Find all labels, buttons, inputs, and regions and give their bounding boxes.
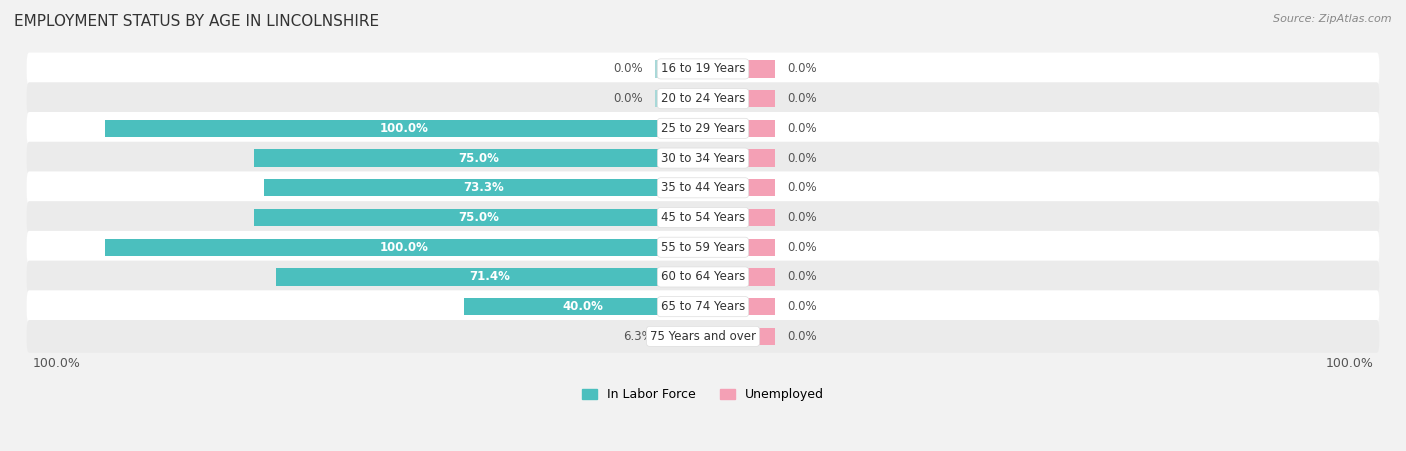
FancyBboxPatch shape — [27, 201, 1379, 234]
Text: 75 Years and over: 75 Years and over — [650, 330, 756, 343]
Text: 73.3%: 73.3% — [464, 181, 505, 194]
Text: 0.0%: 0.0% — [613, 62, 643, 75]
Text: 16 to 19 Years: 16 to 19 Years — [661, 62, 745, 75]
FancyBboxPatch shape — [27, 82, 1379, 115]
Bar — [464, 298, 703, 315]
Bar — [276, 268, 703, 285]
Text: 40.0%: 40.0% — [562, 300, 603, 313]
FancyBboxPatch shape — [27, 261, 1379, 293]
Text: 45 to 54 Years: 45 to 54 Years — [661, 211, 745, 224]
Text: 0.0%: 0.0% — [787, 62, 817, 75]
Bar — [254, 149, 703, 167]
Text: 0.0%: 0.0% — [787, 330, 817, 343]
Bar — [104, 120, 703, 137]
Text: 65 to 74 Years: 65 to 74 Years — [661, 300, 745, 313]
Text: 71.4%: 71.4% — [470, 271, 510, 283]
Text: 35 to 44 Years: 35 to 44 Years — [661, 181, 745, 194]
Bar — [254, 209, 703, 226]
Text: 0.0%: 0.0% — [613, 92, 643, 105]
Bar — [655, 90, 703, 107]
Text: 0.0%: 0.0% — [787, 92, 817, 105]
Bar — [703, 209, 775, 226]
Bar — [703, 149, 775, 167]
Text: 20 to 24 Years: 20 to 24 Years — [661, 92, 745, 105]
FancyBboxPatch shape — [27, 53, 1379, 85]
Bar — [703, 120, 775, 137]
Text: 30 to 34 Years: 30 to 34 Years — [661, 152, 745, 165]
Text: 0.0%: 0.0% — [787, 152, 817, 165]
Bar — [703, 268, 775, 285]
Text: 55 to 59 Years: 55 to 59 Years — [661, 241, 745, 254]
Text: 0.0%: 0.0% — [787, 271, 817, 283]
Bar — [703, 90, 775, 107]
Bar — [655, 60, 703, 78]
Text: 25 to 29 Years: 25 to 29 Years — [661, 122, 745, 135]
Bar — [104, 239, 703, 256]
FancyBboxPatch shape — [27, 231, 1379, 263]
Text: 100.0%: 100.0% — [380, 122, 429, 135]
Text: 75.0%: 75.0% — [458, 211, 499, 224]
Text: 0.0%: 0.0% — [787, 211, 817, 224]
Bar — [703, 239, 775, 256]
Bar — [264, 179, 703, 196]
Bar — [703, 179, 775, 196]
FancyBboxPatch shape — [27, 112, 1379, 145]
Text: 60 to 64 Years: 60 to 64 Years — [661, 271, 745, 283]
Text: 100.0%: 100.0% — [380, 241, 429, 254]
Text: Source: ZipAtlas.com: Source: ZipAtlas.com — [1274, 14, 1392, 23]
Text: 0.0%: 0.0% — [787, 122, 817, 135]
Text: 0.0%: 0.0% — [787, 241, 817, 254]
Legend: In Labor Force, Unemployed: In Labor Force, Unemployed — [576, 383, 830, 406]
Text: 0.0%: 0.0% — [787, 300, 817, 313]
Text: 100.0%: 100.0% — [1326, 357, 1374, 370]
Text: EMPLOYMENT STATUS BY AGE IN LINCOLNSHIRE: EMPLOYMENT STATUS BY AGE IN LINCOLNSHIRE — [14, 14, 380, 28]
FancyBboxPatch shape — [27, 320, 1379, 353]
Text: 6.3%: 6.3% — [624, 330, 654, 343]
FancyBboxPatch shape — [27, 290, 1379, 323]
Text: 0.0%: 0.0% — [787, 181, 817, 194]
Text: 100.0%: 100.0% — [32, 357, 80, 370]
Bar — [703, 328, 775, 345]
Bar — [703, 298, 775, 315]
Bar — [703, 60, 775, 78]
FancyBboxPatch shape — [27, 171, 1379, 204]
Bar — [665, 328, 703, 345]
FancyBboxPatch shape — [27, 142, 1379, 175]
Text: 75.0%: 75.0% — [458, 152, 499, 165]
